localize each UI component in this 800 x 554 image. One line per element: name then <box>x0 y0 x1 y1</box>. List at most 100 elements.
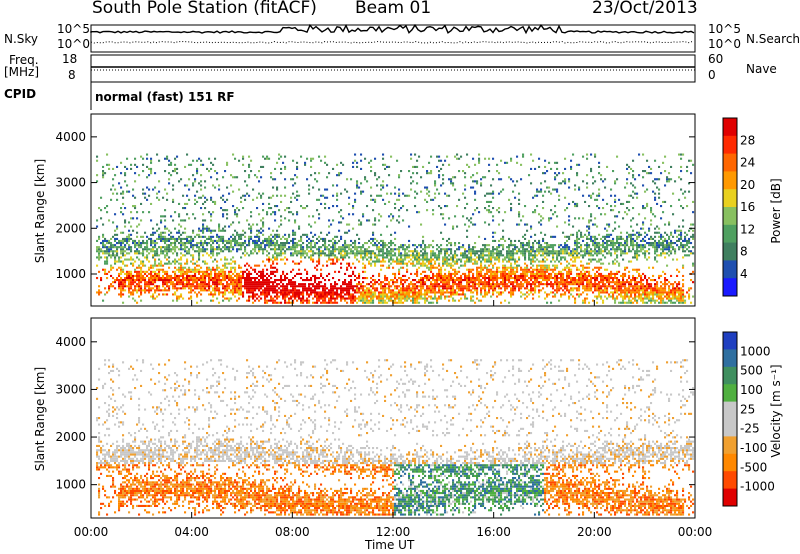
power-cell <box>250 285 253 288</box>
power-cell <box>140 281 143 284</box>
power-cell <box>390 297 393 300</box>
power-cell <box>376 246 379 249</box>
power-cell <box>414 165 417 168</box>
power-cell <box>348 291 351 294</box>
power-cell <box>280 250 283 253</box>
power-cell <box>240 291 243 294</box>
power-cell <box>122 289 125 292</box>
power-cell <box>430 268 433 271</box>
power-cell <box>126 190 129 193</box>
power-cell <box>320 293 323 296</box>
power-cell <box>394 186 397 189</box>
power-cell <box>150 272 153 275</box>
power-cell <box>360 285 363 288</box>
power-cell <box>444 268 447 271</box>
power-cell <box>466 297 469 300</box>
power-cell <box>374 172 377 175</box>
power-cell <box>490 283 493 286</box>
power-cell <box>428 260 431 263</box>
power-cell <box>534 281 537 284</box>
power-cell <box>196 287 199 290</box>
power-cell <box>116 246 119 249</box>
power-cell <box>448 291 451 294</box>
power-cell <box>422 258 425 261</box>
power-cell <box>176 231 179 234</box>
power-cell <box>366 205 369 208</box>
power-cell <box>508 281 511 284</box>
power-cell <box>552 287 555 290</box>
power-cell <box>156 272 159 275</box>
power-cell <box>174 244 177 247</box>
power-cell <box>488 200 491 203</box>
power-cell <box>486 244 489 247</box>
power-cell <box>270 281 273 284</box>
power-cell <box>542 172 545 175</box>
power-cell <box>298 297 301 300</box>
power-cell <box>124 207 127 210</box>
power-cell <box>416 287 419 290</box>
power-cell <box>532 246 535 249</box>
power-cell <box>282 291 285 294</box>
power-cell <box>460 264 463 267</box>
power-cell <box>366 258 369 261</box>
power-cell <box>482 283 485 286</box>
power-cell <box>146 254 149 257</box>
power-cell <box>316 237 319 240</box>
power-cell <box>226 287 229 290</box>
power-cell <box>224 244 227 247</box>
power-cell <box>266 281 269 284</box>
power-cell <box>330 258 333 261</box>
power-cell <box>408 244 411 247</box>
power-cell <box>266 295 269 298</box>
power-cell <box>358 252 361 255</box>
power-cell <box>158 235 161 238</box>
power-cell <box>332 248 335 251</box>
power-cell <box>476 266 479 269</box>
power-cell <box>242 252 245 255</box>
power-cell <box>158 277 161 280</box>
power-cell <box>238 242 241 245</box>
power-cell <box>308 289 311 292</box>
power-cell <box>552 268 555 271</box>
power-cell <box>132 279 135 282</box>
power-cell <box>414 196 417 199</box>
power-cell <box>550 291 553 294</box>
power-cell <box>302 295 305 298</box>
power-cell <box>422 297 425 300</box>
power-cell <box>124 174 127 177</box>
power-cell <box>412 291 415 294</box>
power-cell <box>122 239 125 242</box>
power-cell <box>438 176 441 179</box>
power-cell <box>126 235 129 238</box>
power-cell <box>494 272 497 275</box>
power-cell <box>546 170 549 173</box>
power-cell <box>142 242 145 245</box>
power-cell <box>520 277 523 280</box>
power-cell <box>156 229 159 232</box>
power-cell <box>278 283 281 286</box>
power-cell <box>500 277 503 280</box>
power-cell <box>414 256 417 259</box>
power-cell <box>336 184 339 187</box>
power-cell <box>464 264 467 267</box>
power-cell <box>218 281 221 284</box>
power-cell <box>234 274 237 277</box>
power-cell <box>194 268 197 271</box>
power-cell <box>284 217 287 220</box>
power-cell <box>328 258 331 261</box>
power-cell <box>236 285 239 288</box>
power-cell <box>282 270 285 273</box>
power-cell <box>166 250 169 253</box>
power-cell <box>200 180 203 183</box>
power-cell <box>442 258 445 261</box>
power-cell <box>266 250 269 253</box>
power-cell <box>180 283 183 286</box>
power-cell <box>418 266 421 269</box>
power-cell <box>262 155 265 158</box>
power-cell <box>320 250 323 253</box>
power-cell <box>202 225 205 228</box>
power-cell <box>250 281 253 284</box>
power-cell <box>496 266 499 269</box>
power-cell <box>548 268 551 271</box>
power-cell <box>166 239 169 242</box>
